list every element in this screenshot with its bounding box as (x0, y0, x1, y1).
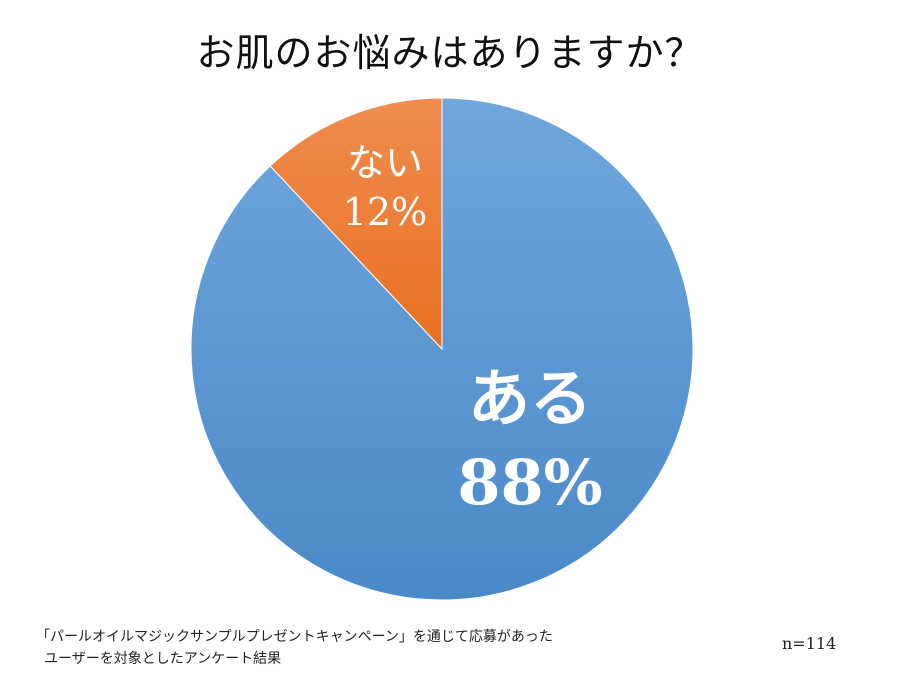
slice-no-label: ない (346, 141, 423, 185)
footnote: 「パールオイルマジックサンプルプレゼントキャンペーン」を通じて応募があった ユー… (36, 626, 553, 670)
chart-title: お肌のお悩みはありますか？ (196, 31, 704, 75)
slice-no-percent: 12% (342, 190, 428, 234)
footnote-line-2: ユーザーを対象としたアンケート結果 (44, 651, 282, 667)
footnote-line-1: 「パールオイルマジックサンプルプレゼントキャンペーン」を通じて応募があった (36, 629, 553, 645)
slice-yes-percent: 88% (457, 446, 603, 519)
slice-no (269, 97, 443, 351)
slice-yes-label: ある (467, 362, 592, 435)
sample-size: n=114 (782, 634, 837, 653)
